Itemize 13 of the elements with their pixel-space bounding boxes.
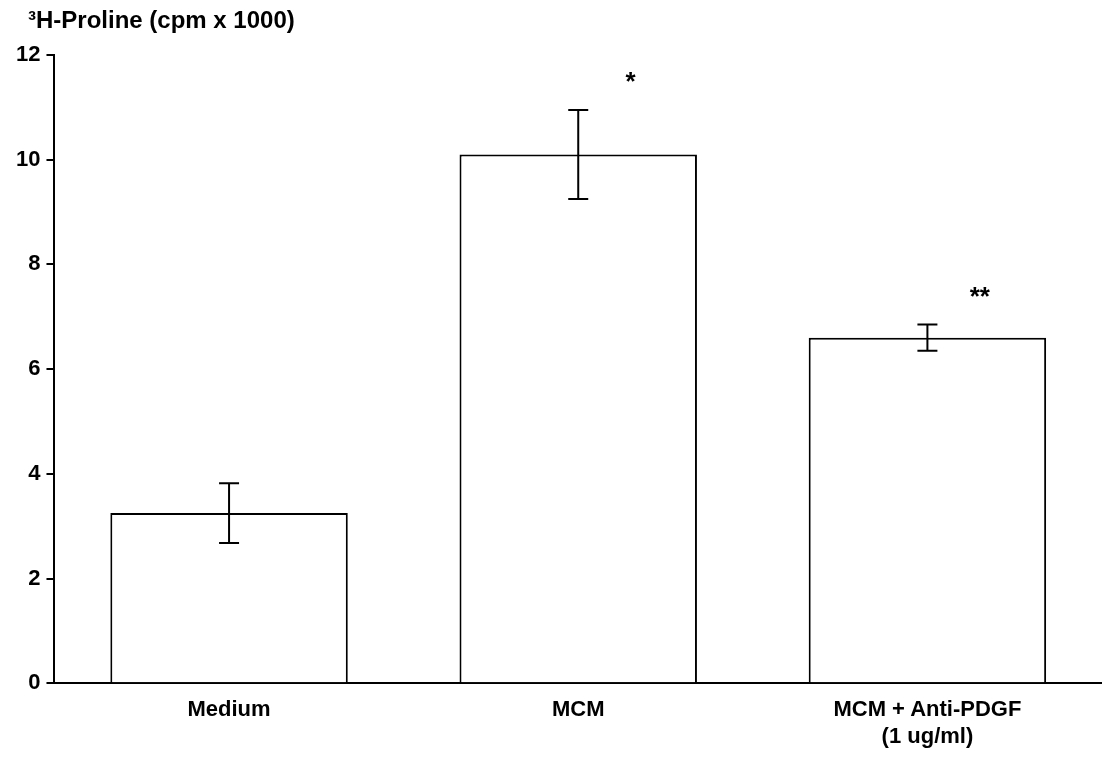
y-tick-label: 2 xyxy=(28,564,41,590)
x-tick-label: Medium xyxy=(187,696,271,722)
y-tick-label: 8 xyxy=(28,250,41,276)
y-tick-label: 12 xyxy=(15,41,41,67)
x-tick-label: MCM xyxy=(551,696,605,722)
y-tick-label: 6 xyxy=(28,355,41,381)
y-tick-label: 0 xyxy=(28,669,41,695)
y-tick-label: 10 xyxy=(15,145,41,171)
annotation: * xyxy=(625,65,637,96)
y-axis-title: ³H-Proline (cpm x 1000) xyxy=(28,6,295,34)
x-tick-label: MCM + Anti-PDGF (1 ug/ml) xyxy=(833,696,1022,748)
y-tick-label: 4 xyxy=(28,459,42,485)
annotation: ** xyxy=(969,280,991,311)
